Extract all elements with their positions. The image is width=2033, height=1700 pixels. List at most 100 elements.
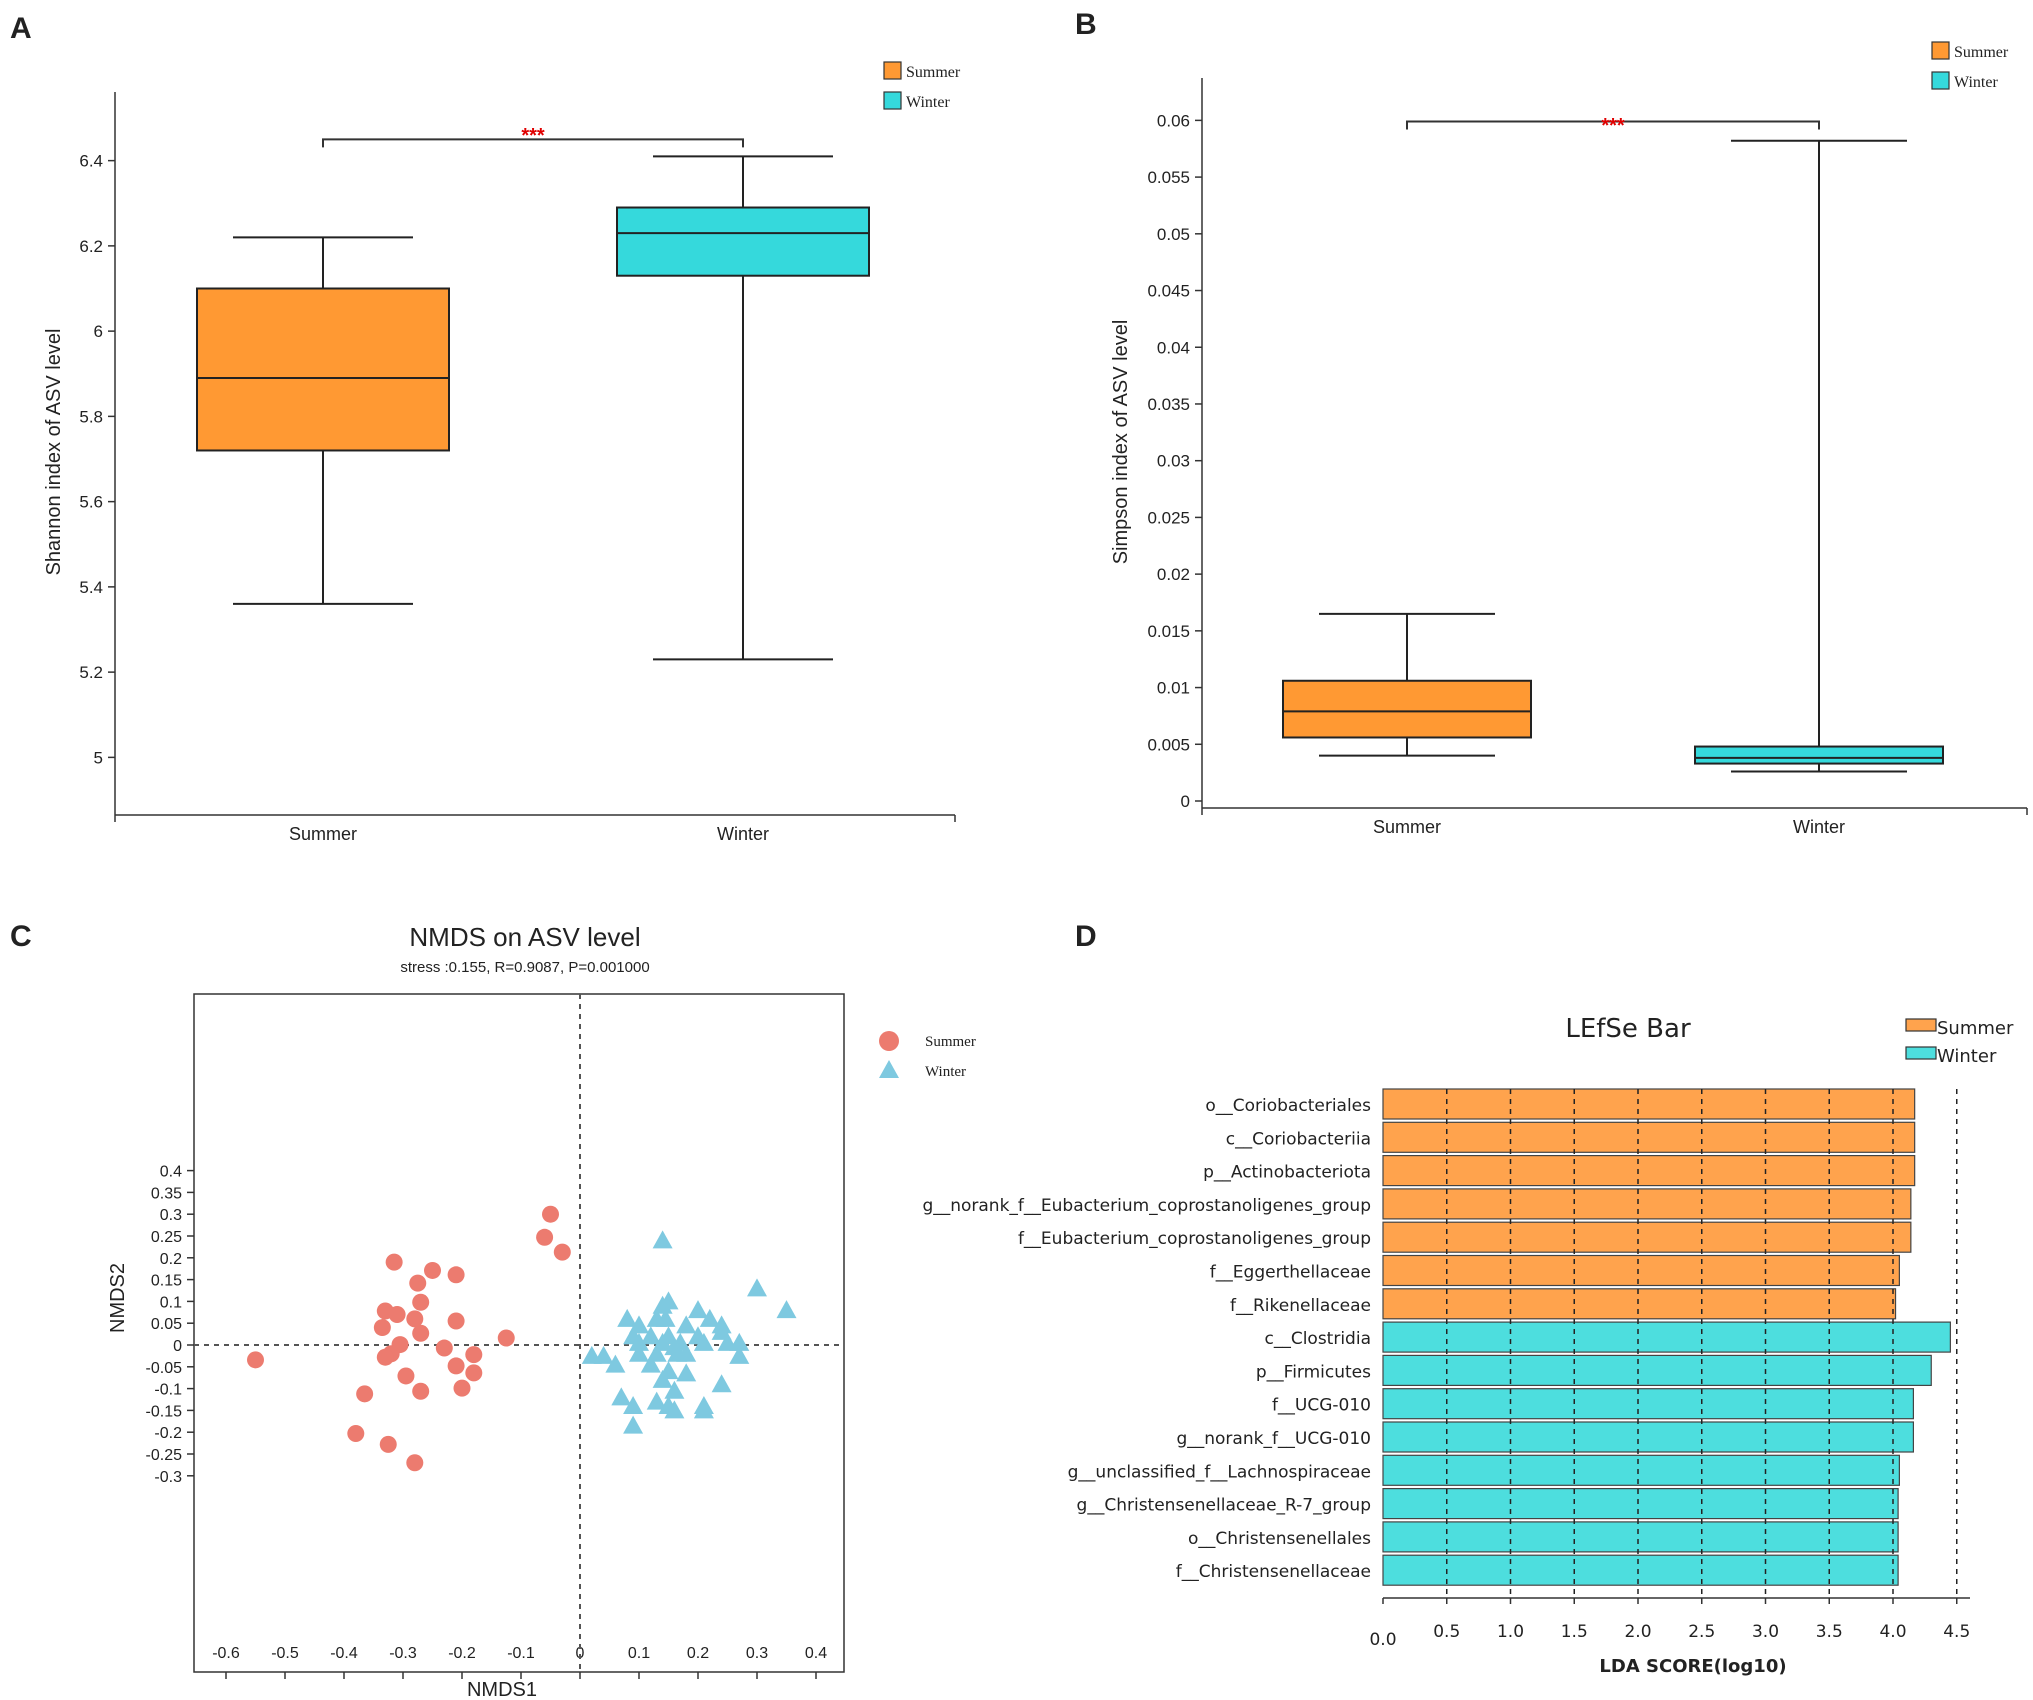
y-tick-label: 0.015 (1147, 622, 1190, 641)
lda-bar-winter (1382, 1421, 1915, 1453)
y-tick-label: 0.055 (1147, 168, 1190, 187)
summer-point (412, 1293, 430, 1311)
lda-bar-winter (1382, 1321, 1951, 1353)
y-tick-label: -0.2 (154, 1425, 182, 1442)
y-tick-label: 0.045 (1147, 282, 1190, 301)
y-tick-label: 0.1 (160, 1294, 182, 1311)
lda-bar-label: f__Rikenellaceae (1230, 1296, 1371, 1316)
panel-c-plot-frame (193, 993, 845, 1673)
winter-point (747, 1278, 767, 1297)
y-tick-label: 0.3 (160, 1207, 182, 1224)
legend-winter-swatch (1905, 1046, 1937, 1060)
panel-d: D LEfSe Bar Summer Winter o__Coriobacter… (922, 920, 2014, 1677)
panel-a-significance-label: *** (521, 125, 545, 147)
y-tick-label: 6.2 (79, 237, 103, 256)
panel-a-x-tick-label: Summer (289, 824, 357, 844)
x-tick-label: 3.0 (1752, 1622, 1779, 1642)
panel-c-title: NMDS on ASV level (409, 922, 640, 952)
lda-bar-label: f__Eubacterium_coprostanoligenes_group (1018, 1229, 1371, 1249)
x-tick-label: -0.6 (212, 1645, 240, 1662)
y-tick-label: 0 (1181, 792, 1190, 811)
y-tick-label: 0.05 (151, 1316, 182, 1333)
summer-point (447, 1266, 465, 1284)
panel-a-legend: Summer Winter (883, 61, 961, 111)
lda-bar-winter (1382, 1354, 1932, 1387)
winter-point (652, 1295, 673, 1314)
lda-bar-label: g__norank_f__Eubacterium_coprostanoligen… (922, 1196, 1371, 1216)
legend-summer-label: Summer (925, 1034, 976, 1050)
lda-bar-label: c__Clostridia (1264, 1329, 1371, 1349)
x-tick-label: 0.0 (1369, 1630, 1396, 1650)
summer-point (447, 1312, 465, 1330)
legend-summer-label: Summer (1937, 1018, 2014, 1039)
y-tick-label: 0 (173, 1338, 182, 1355)
lda-bar-winter (1382, 1554, 1899, 1586)
panel-d-legend: Summer Winter (1905, 1018, 2014, 1067)
lda-bar-summer (1382, 1288, 1897, 1320)
summer-point (447, 1357, 465, 1375)
lda-bar-summer (1382, 1154, 1916, 1187)
summer-point (536, 1228, 554, 1246)
summer-point (406, 1454, 424, 1472)
legend-winter-label: Winter (906, 94, 950, 111)
lda-bar-label: g__norank_f__UCG-010 (1176, 1429, 1371, 1449)
y-tick-label: 0.4 (160, 1164, 182, 1181)
legend-winter-swatch (1931, 71, 1950, 90)
y-tick-label: 0.025 (1147, 508, 1190, 527)
y-tick-label: -0.25 (146, 1447, 183, 1464)
panel-a: A Shannon index of ASV level 5 5.2 5.4 5.6 5… (10, 12, 961, 844)
x-tick-label: 0.1 (628, 1645, 650, 1662)
lda-bar-summer (1382, 1254, 1900, 1287)
x-tick-label: 0.3 (746, 1645, 768, 1662)
panel-c-y-axis-label: NMDS2 (107, 1263, 129, 1333)
lda-bar-label: p__Firmicutes (1256, 1362, 1371, 1382)
panel-b-x-tick-label: Winter (1793, 817, 1845, 837)
x-tick-label: 2.5 (1688, 1622, 1715, 1642)
y-tick-label: -0.3 (154, 1469, 182, 1486)
y-tick-label: 0.35 (151, 1185, 182, 1202)
winter-point (693, 1400, 714, 1419)
x-tick-label: -0.2 (448, 1645, 476, 1662)
iqr-box (1694, 745, 1944, 765)
winter-point (640, 1326, 661, 1345)
x-tick-label: -0.3 (389, 1645, 417, 1662)
winter-point (605, 1354, 626, 1373)
x-tick-label: -0.5 (271, 1645, 299, 1662)
y-tick-label: 0.25 (151, 1229, 182, 1246)
winter-point (629, 1332, 649, 1351)
legend-summer-label: Summer (1954, 44, 2009, 61)
summer-point (397, 1367, 415, 1385)
panel-b-legend: Summer Winter (1931, 41, 2009, 91)
legend-summer-swatch (883, 61, 902, 80)
panel-b-letter: B (1075, 8, 1097, 41)
box-winter (616, 155, 870, 661)
winter-point (640, 1354, 661, 1373)
y-tick-label: 0.06 (1157, 111, 1190, 130)
lda-bar-label: f__UCG-010 (1272, 1396, 1371, 1416)
panel-a-x-tick-label: Winter (717, 824, 769, 844)
lda-bar-winter (1382, 1388, 1915, 1420)
summer-point (435, 1339, 453, 1357)
lda-bar-label: o__Christensenellales (1188, 1529, 1371, 1549)
panel-b-x-tick-label: Summer (1373, 817, 1441, 837)
y-tick-label: -0.05 (146, 1360, 183, 1377)
summer-point (412, 1382, 430, 1400)
lda-bar-label: c__Coriobacteriia (1226, 1129, 1371, 1149)
y-tick-label: -0.15 (146, 1403, 183, 1420)
y-tick-label: 5 (94, 748, 103, 767)
winter-point (623, 1396, 644, 1415)
box-summer (196, 236, 450, 605)
winter-point (655, 1308, 676, 1327)
y-tick-label: 0.15 (151, 1273, 182, 1290)
legend-winter-marker (879, 1060, 899, 1078)
winter-point (711, 1374, 732, 1393)
x-tick-label: 0.5 (1433, 1622, 1460, 1642)
series-summer (247, 1205, 571, 1472)
panel-b-y-axis-label: Simpson index of ASV level (1110, 320, 1132, 565)
legend-summer-swatch (1931, 41, 1950, 60)
summer-point (453, 1379, 471, 1397)
legend-summer-label: Summer (906, 64, 961, 81)
summer-point (347, 1425, 365, 1443)
summer-point (497, 1329, 515, 1347)
winter-point (776, 1300, 797, 1319)
